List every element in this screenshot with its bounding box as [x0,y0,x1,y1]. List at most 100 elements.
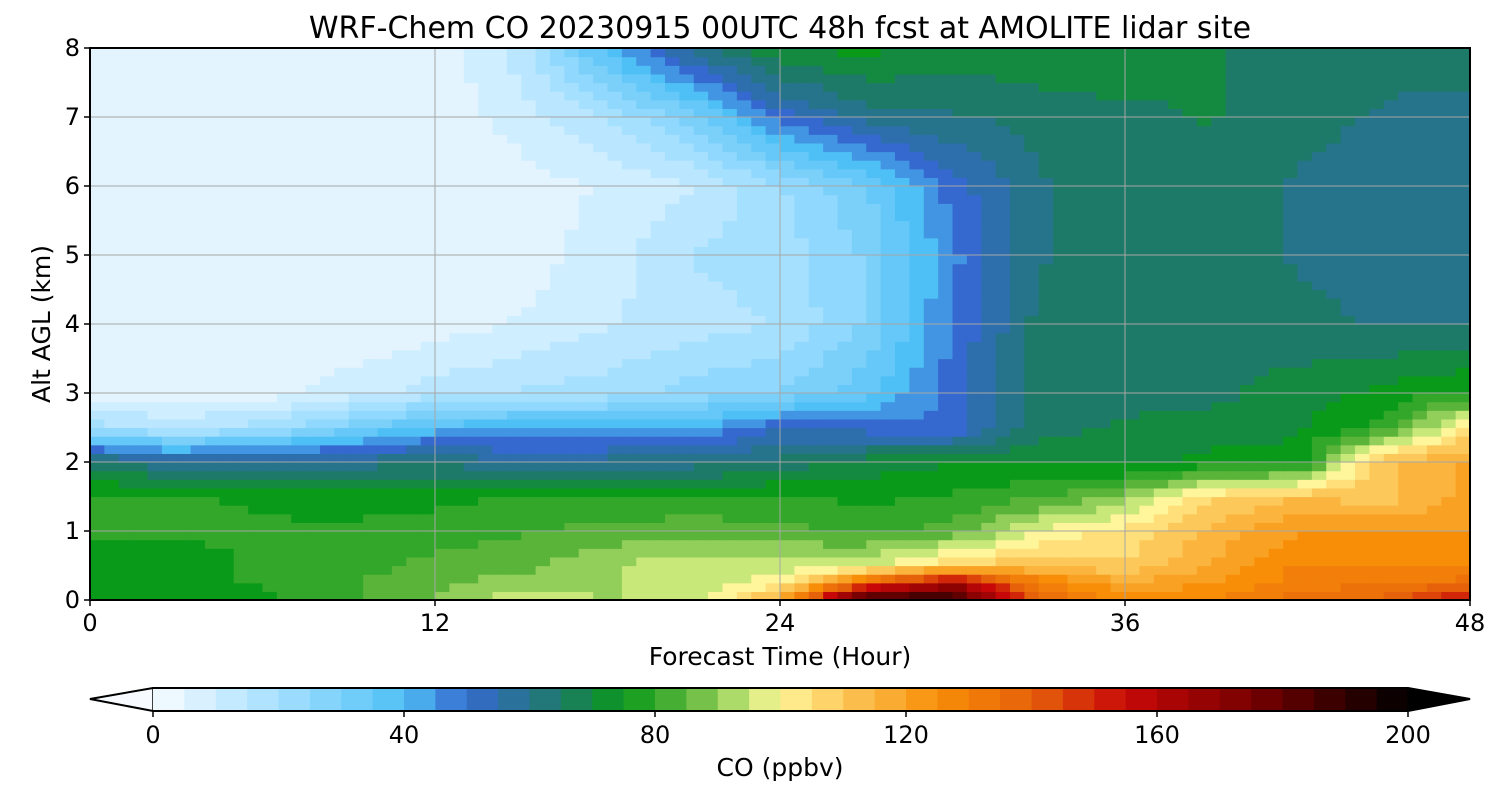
heatmap-cell [1039,557,1054,566]
heatmap-cell [1024,281,1039,290]
heatmap-cell [780,384,795,393]
heatmap-cell [651,488,666,497]
heatmap-cell [1154,479,1169,488]
heatmap-cell [751,298,766,307]
heatmap-cell [679,462,694,471]
heatmap-cell [291,350,306,359]
heatmap-cell [780,574,795,583]
heatmap-cell [1312,540,1327,549]
heatmap-cell [1384,255,1399,264]
heatmap-cell [234,359,249,368]
heatmap-cell [1355,281,1370,290]
heatmap-cell [349,384,364,393]
heatmap-cell [1427,471,1442,480]
heatmap-cell [852,195,867,204]
heatmap-cell [1024,238,1039,247]
heatmap-cell [320,255,335,264]
heatmap-cell [651,221,666,230]
heatmap-cell [320,186,335,195]
heatmap-cell [852,462,867,471]
heatmap-cell [1082,462,1097,471]
heatmap-cell [1211,566,1226,575]
heatmap-cell [392,359,407,368]
heatmap-cell [1312,359,1327,368]
heatmap-cell [622,505,637,514]
heatmap-cell [751,333,766,342]
heatmap-cell [248,281,263,290]
heatmap-cell [1398,290,1413,299]
heatmap-cell [938,566,953,575]
heatmap-cell [1283,488,1298,497]
heatmap-cell [1082,212,1097,221]
heatmap-cell [363,497,378,506]
heatmap-cell [1283,419,1298,428]
heatmap-cell [334,419,349,428]
heatmap-cell [981,557,996,566]
heatmap-cell [291,169,306,178]
heatmap-cell [392,479,407,488]
heatmap-cell [564,264,579,273]
heatmap-cell [1441,367,1456,376]
heatmap-cell [1139,186,1154,195]
heatmap-cell [263,315,278,324]
heatmap-cell [1240,152,1255,161]
heatmap-cell [1139,290,1154,299]
heatmap-cell [1283,290,1298,299]
heatmap-cell [162,410,177,419]
heatmap-cell [378,583,393,592]
heatmap-cell [1269,195,1284,204]
heatmap-cell [263,531,278,540]
heatmap-cell [219,212,234,221]
heatmap-cell [234,169,249,178]
heatmap-cell [406,307,421,316]
heatmap-cell [234,160,249,169]
heatmap-cell [191,315,206,324]
heatmap-cell [1341,160,1356,169]
heatmap-cell [622,566,637,575]
heatmap-cell [334,246,349,255]
heatmap-cell [1326,350,1341,359]
heatmap-cell [1341,221,1356,230]
heatmap-cell [133,307,148,316]
heatmap-cell [737,272,752,281]
heatmap-cell [852,540,867,549]
heatmap-cell [996,315,1011,324]
heatmap-cell [1413,221,1428,230]
heatmap-cell [392,531,407,540]
heatmap-cell [1125,462,1140,471]
heatmap-cell [866,212,881,221]
heatmap-cell [478,315,493,324]
heatmap-cell [780,540,795,549]
heatmap-cell [622,238,637,247]
heatmap-cell [392,428,407,437]
heatmap-cell [708,333,723,342]
heatmap-cell [536,281,551,290]
heatmap-cell [838,350,853,359]
heatmap-cell [881,229,896,238]
heatmap-cell [809,264,824,273]
heatmap-cell [679,212,694,221]
heatmap-cell [1139,152,1154,161]
heatmap-cell [679,195,694,204]
heatmap-cell [579,152,594,161]
heatmap-cell [593,479,608,488]
heatmap-cell [349,402,364,411]
heatmap-cell [751,497,766,506]
heatmap-cell [1111,221,1126,230]
heatmap-cell [464,324,479,333]
heatmap-cell [723,419,738,428]
heatmap-cell [219,402,234,411]
heatmap-cell [1441,453,1456,462]
heatmap-cell [924,462,939,471]
heatmap-cell [449,324,464,333]
heatmap-cell [162,264,177,273]
heatmap-cell [895,376,910,385]
heatmap-cell [708,212,723,221]
heatmap-cell [866,307,881,316]
heatmap-cell [363,212,378,221]
heatmap-cell [866,514,881,523]
heatmap-cell [464,246,479,255]
heatmap-cell [909,393,924,402]
heatmap-cell [636,298,651,307]
heatmap-cell [1197,583,1212,592]
